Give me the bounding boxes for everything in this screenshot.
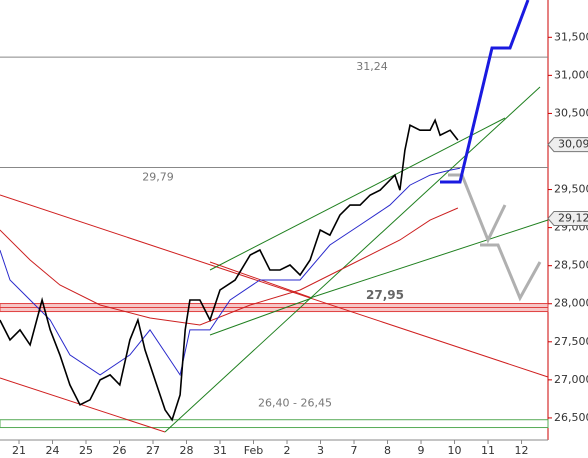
x-tick-label: 28 [180,444,194,457]
trendline [309,219,549,299]
y-tick-label: 27,000 [554,373,588,386]
y-tick-label: 31,000 [554,68,588,81]
y-tick-label: 27,500 [554,335,588,348]
projection [448,173,507,244]
price-line [0,118,459,422]
x-tick-label: Feb [244,444,263,457]
x-tick-label: 8 [384,444,391,457]
trendline [0,377,166,433]
x-tick-label: 27 [146,444,160,457]
y-tick-label: 28,000 [554,297,588,310]
moving-average [0,167,460,377]
price-tag [547,137,588,153]
band-label: 26,40 - 26,45 [258,397,332,410]
x-tick-label: 24 [45,444,59,457]
x-tick-label: 2 [284,444,291,457]
moving-average [0,207,459,326]
x-tick-label: 7 [351,444,358,457]
x-tick-label: 3 [317,444,324,457]
x-tick-label: 10 [448,444,462,457]
level-label: 27,95 [366,288,404,302]
y-tick-label: 31,500 [554,30,588,43]
trendline [0,194,549,378]
price-tag-label: 30,09 [558,138,588,151]
y-tick-label: 28,500 [554,259,588,272]
x-tick-label: 26 [113,444,127,457]
x-tick-label: 12 [515,444,529,457]
x-tick-label: 21 [12,444,26,457]
y-tick-label: 29,500 [554,183,588,196]
x-tick-label: 25 [79,444,93,457]
trendline [209,117,506,271]
y-tick-label: 26,500 [554,411,588,424]
level-label: 29,79 [142,170,174,183]
projection [440,0,530,184]
price-tag [547,210,588,226]
support-band [0,419,549,429]
level-label: 31,24 [356,60,388,73]
x-tick-label: 9 [418,444,425,457]
x-tick-label: 11 [481,444,495,457]
y-tick-label: 30,500 [554,106,588,119]
projection [480,243,542,302]
trendline [164,86,541,433]
price-tag-label: 29,12 [558,211,588,224]
trendline [209,297,313,336]
x-tick-label: 31 [213,444,227,457]
